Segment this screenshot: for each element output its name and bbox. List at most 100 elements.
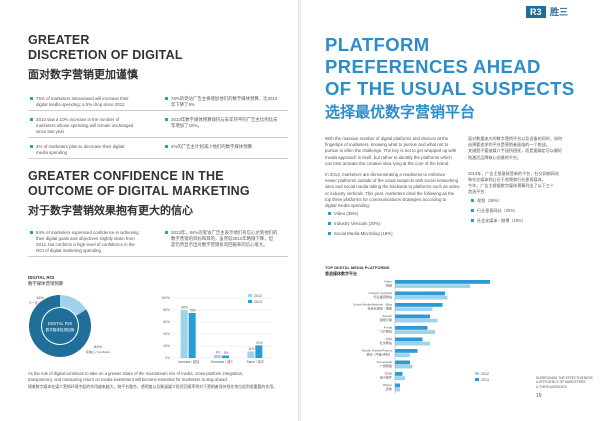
platform-bar-2012-5 bbox=[395, 341, 430, 346]
bullet-marker bbox=[328, 212, 331, 216]
para1-en-line: media approach in itself, but rather to … bbox=[325, 154, 452, 160]
y-tick-label: 60% bbox=[163, 320, 170, 324]
platform-bar-2013-9 bbox=[395, 383, 400, 388]
bullet-marker bbox=[165, 97, 168, 100]
para2-en-line: In 2013, marketers are demonstrating a r… bbox=[325, 172, 446, 177]
bullet-line-cn: 年下降了5% bbox=[171, 102, 195, 107]
platform-row-label: Others bbox=[383, 383, 393, 387]
bullet-cn-sec1-bullets-1: 2013年数字媒体预算保持与去年持平的广告主比例比去 年增加了10%。 bbox=[165, 117, 286, 129]
bullet-line: 4% of marketers plan to decrease their d… bbox=[36, 144, 125, 149]
platform-bar-2012-9 bbox=[395, 387, 400, 392]
roi-bar-2012-1 bbox=[214, 355, 221, 358]
bullet-line: 75% of marketers interviewed will increa… bbox=[36, 96, 129, 101]
bar-value-label: 75% bbox=[189, 309, 196, 313]
bullet-marker bbox=[30, 231, 33, 234]
para1-cn-line: 关键是不要被媒介手段所困扰，而是要确定可以最好 bbox=[468, 148, 563, 154]
platform-bar-2012-2 bbox=[395, 307, 433, 311]
bullet-en-sec1-bullets-1: 2013 saw a 10% increase in the number of… bbox=[30, 117, 141, 135]
bullet-marker bbox=[30, 145, 33, 148]
top-platform-item-cn: 视频（38%） bbox=[471, 198, 502, 204]
platform-bar-2013-3 bbox=[395, 314, 430, 319]
roi-bar-2013-2 bbox=[255, 345, 263, 358]
platform-row-label: SNS bbox=[386, 337, 392, 341]
top-platform-item-en: Social Media-Microblog (19%) bbox=[328, 231, 393, 237]
donut-slice-not-sure bbox=[60, 295, 87, 316]
brand-logo: R3 胜三 bbox=[526, 6, 584, 18]
bullet-line: 84% of marketers expressed confidence in… bbox=[36, 230, 139, 235]
sec2-title-cn: 对于数字营销效果抱有更大的信心 bbox=[28, 205, 193, 217]
para1-en-line: fingertips of marketers, knowing what to… bbox=[325, 142, 449, 148]
book-spine bbox=[298, 0, 302, 421]
roi-chart-title-cn: 数字媒体营销预算 bbox=[28, 281, 64, 286]
platform-title-line1: PLATFORM bbox=[325, 34, 430, 55]
para1-cn-line: 面对数量庞大的数字营销平台以及设备的同时，如何 bbox=[468, 136, 563, 141]
bullet-en-sec1-bullets-2: 4% of marketers plan to decrease their d… bbox=[30, 144, 141, 156]
bullet-line: 2012, but confirms a high level of confi… bbox=[36, 242, 135, 247]
platform-title-cn: 选择最优数字营销平台 bbox=[325, 104, 476, 121]
legend-label: 2013 bbox=[254, 300, 262, 304]
para2-en-line: digital media spending: bbox=[325, 203, 370, 208]
platform-row-label: Ad network bbox=[377, 360, 393, 364]
bullet-marker bbox=[471, 198, 474, 202]
bar-value-label: 5% bbox=[224, 351, 229, 355]
y-tick-label: 40% bbox=[163, 332, 170, 336]
side-note: SURROUNDS THE EFFECTIVENESS & EFFICIENCY … bbox=[536, 376, 593, 389]
platform-row-label: EDM bbox=[385, 372, 392, 376]
platform-row-label-cn: 视频 bbox=[386, 282, 392, 287]
para2-en-line: sites and social media taking the backse… bbox=[325, 184, 460, 190]
divider bbox=[28, 110, 288, 111]
platform-row-label: Industry Verticals bbox=[368, 291, 392, 295]
platform-row-label-cn: 搜索引擎 bbox=[380, 317, 392, 322]
bullet-line: marketers whose spending will remain unc… bbox=[36, 123, 134, 128]
bar-value-label: 4% bbox=[216, 351, 221, 355]
legend-label: 2012 bbox=[481, 372, 489, 376]
sec2-title-line2: OUTCOME OF DIGITAL MARKETING bbox=[28, 184, 250, 198]
legend-swatch bbox=[248, 294, 252, 297]
bullet-line-cn: 是仍然显示出对数字营销投资回报率的信心很大。 bbox=[171, 242, 268, 247]
donut-label-notsure-value: 16% bbox=[36, 295, 44, 300]
sec2-title-line1: GREATER CONFIDENCE IN THE bbox=[28, 169, 224, 183]
bullet-line: media spending bbox=[36, 150, 68, 155]
legend-label: 2012 bbox=[254, 294, 262, 298]
platform-bar-2012-1 bbox=[395, 295, 448, 300]
y-tick-label: 100% bbox=[161, 296, 170, 300]
bar-value-label: 80% bbox=[181, 306, 188, 310]
para1-en-line: can best activate the creative idea lyin… bbox=[325, 160, 450, 166]
brand-logo-mark: R3 bbox=[526, 6, 546, 18]
platform-bar-2013-7 bbox=[395, 360, 410, 365]
platform-bar-2012-3 bbox=[395, 318, 438, 323]
platform-row-label: Search bbox=[382, 314, 392, 318]
y-tick-label: 20% bbox=[163, 344, 170, 348]
para2-en-line: newer platforms outside of the usual sus… bbox=[325, 178, 459, 184]
bullet-marker bbox=[165, 231, 168, 234]
bullet-line: 2013 saw a 10% increase in the number of bbox=[36, 117, 120, 122]
platform-bar-2013-2 bbox=[395, 303, 443, 307]
bullet-line: their digital goals and objectives sligh… bbox=[36, 236, 135, 241]
donut-slice-confident bbox=[28, 295, 91, 357]
divider bbox=[28, 256, 288, 257]
top-platform-item-cn: 社会化媒体 - 微博（19%） bbox=[471, 218, 526, 224]
legend-swatch bbox=[475, 378, 479, 381]
bullet-marker bbox=[30, 97, 33, 100]
donut-label-confident-value: 84% bbox=[94, 344, 102, 349]
platform-bar-2013-4 bbox=[395, 326, 428, 330]
para1-cn-line: 选择要追求的平台是营销者面临的一个挑战。 bbox=[468, 142, 550, 148]
platform-bar-2013-1 bbox=[395, 291, 445, 296]
side-note-line: & EFFICIENCY OF MARKETERS bbox=[536, 380, 586, 385]
bullet-line-cn: 数字营销的目标和目的，虽然较2012年略微下降，但 bbox=[171, 236, 273, 241]
para2-cn-line: 首选平台： bbox=[468, 189, 489, 195]
para2-cn-line: 今年，广告主根据数字媒体预算列出了以下三个 bbox=[468, 183, 554, 189]
bullet-line-cn: 4%的广告主计划减少他们的数字媒体预算 bbox=[171, 144, 252, 149]
platform-row-label-cn: 行业垂直网站 bbox=[373, 294, 392, 299]
divider bbox=[28, 137, 288, 138]
footer-cn: 随着数字媒体在媒介营销环境中起的作用越来越大，跨平台整合，透明度以及衡量媒介投资… bbox=[28, 384, 277, 389]
platform-title-line2: PREFERENCES AHEAD bbox=[325, 56, 541, 77]
platform-bar-2013-5 bbox=[395, 337, 423, 342]
para2-cn-line: 和社交媒体则让位于视频和行业垂直媒体。 bbox=[468, 177, 546, 182]
left-page: GREATER DISCRETION OF DIGITAL 面对数字营销更加谨慎… bbox=[0, 0, 299, 421]
bullet-marker bbox=[165, 118, 168, 121]
footer-en-2: transparency, and measuring return on me… bbox=[28, 377, 228, 382]
legend-swatch bbox=[475, 372, 479, 375]
bullet-marker bbox=[471, 208, 474, 212]
platform-bar-2012-6 bbox=[395, 353, 410, 357]
